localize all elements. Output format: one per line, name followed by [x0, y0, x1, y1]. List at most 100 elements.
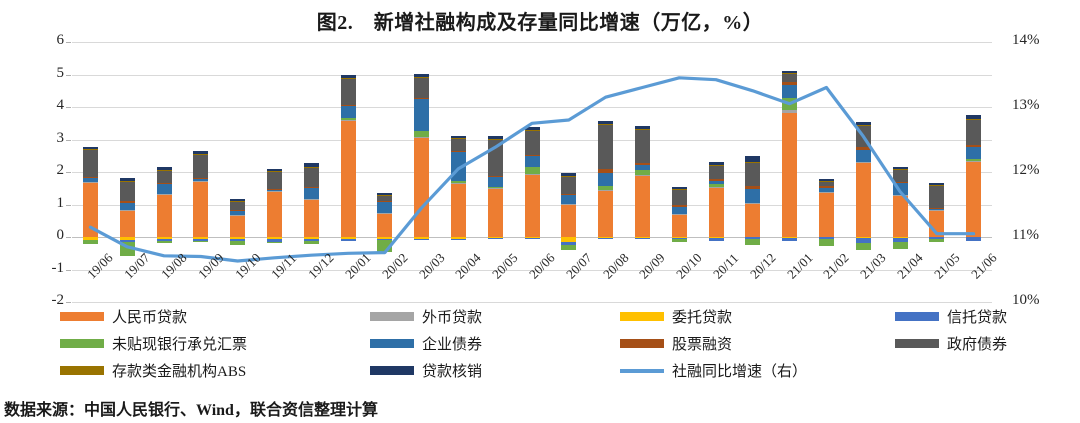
- bar-segment: [82, 177, 98, 179]
- chart-legend: 人民币贷款 外币贷款 委托贷款 信托贷款未贴现银行承兑汇票 企业债券 股票融资 政府债券存款…: [60, 306, 1070, 380]
- page-title: 图2. 新增社融构成及存量同比增速（万亿，%）: [316, 12, 764, 34]
- bar-segment: [892, 169, 908, 171]
- bar-segment: [340, 75, 356, 78]
- bar-segment: [377, 200, 393, 202]
- bar-column: [671, 42, 687, 302]
- legend-label: 存款类金融机构ABS: [112, 364, 247, 380]
- legend-swatch-icon: [620, 312, 664, 321]
- bar-segment: [561, 245, 577, 250]
- bar-segment: [892, 170, 908, 182]
- tick-mark: [66, 172, 71, 173]
- bar-segment: [929, 209, 945, 211]
- legend-item[interactable]: 人民币贷款: [60, 306, 187, 327]
- bar-segment: [708, 161, 724, 165]
- bar-column: [340, 42, 356, 302]
- bar-segment: [266, 239, 282, 242]
- legend-label: 企业债券: [422, 337, 483, 353]
- bar-segment: [487, 237, 503, 238]
- bar-segment: [524, 237, 540, 240]
- bar-segment: [634, 169, 650, 175]
- bar-segment: [561, 173, 577, 176]
- bar-segment: [561, 195, 577, 204]
- source-note: 数据来源：中国人民银行、Wind，联合资信整理计算: [4, 402, 378, 419]
- bar-segment: [708, 165, 724, 179]
- bar-segment: [855, 242, 871, 251]
- bar-segment: [193, 182, 209, 237]
- bar-segment: [156, 183, 172, 185]
- y-axis-tick-left: -1: [51, 259, 65, 276]
- bar-segment: [745, 161, 761, 163]
- bar-segment: [634, 129, 650, 163]
- legend-swatch-icon: [370, 366, 414, 375]
- bar-segment: [377, 239, 393, 252]
- bar-segment: [450, 181, 466, 184]
- tick-mark: [66, 139, 71, 141]
- legend-item[interactable]: 政府债券: [895, 333, 1007, 354]
- bar-segment: [266, 168, 282, 172]
- bar-segment: [855, 125, 871, 127]
- bar-segment: [487, 186, 503, 188]
- legend-item[interactable]: 股票融资: [620, 333, 732, 354]
- legend-item[interactable]: 信托贷款: [895, 306, 1007, 327]
- bar-segment: [193, 177, 209, 179]
- bar-segment: [855, 237, 871, 238]
- bar-segment: [782, 238, 798, 241]
- bar-segment: [230, 210, 246, 216]
- chart-plot-area: [72, 42, 992, 303]
- tick-mark: [66, 42, 71, 43]
- bar-segment: [966, 159, 982, 161]
- legend-item[interactable]: 企业债券: [370, 333, 482, 354]
- bar-segment: [524, 126, 540, 130]
- bar-segment: [708, 187, 724, 237]
- legend-item[interactable]: 贷款核销: [370, 360, 482, 381]
- bar-segment: [156, 238, 172, 241]
- y-axis-tick-right: 11%: [1012, 227, 1039, 243]
- bar-segment: [892, 195, 908, 237]
- bar-segment: [340, 239, 356, 242]
- legend-item[interactable]: 外币贷款: [370, 306, 482, 327]
- legend-item[interactable]: 存款类金融机构ABS: [60, 360, 246, 381]
- bar-segment: [82, 177, 98, 182]
- bar-segment: [193, 181, 209, 183]
- bar-segment: [450, 150, 466, 152]
- bar-segment: [708, 186, 724, 188]
- y-axis-tick-left: -2: [51, 292, 65, 308]
- bar-segment: [156, 184, 172, 195]
- bar-segment: [966, 147, 982, 160]
- bar-segment: [230, 241, 246, 246]
- bar-segment: [745, 202, 761, 204]
- tick-mark: [66, 302, 71, 303]
- bar-segment: [119, 239, 135, 243]
- legend-swatch-icon: [895, 339, 939, 348]
- legend-item[interactable]: 未贴现银行承兑汇票: [60, 333, 247, 354]
- bar-segment: [745, 162, 761, 186]
- bar-segment: [450, 184, 466, 237]
- bar-column: [561, 42, 577, 302]
- bar-segment: [929, 207, 945, 210]
- bar-segment: [708, 178, 724, 182]
- bar-column: [524, 42, 540, 302]
- bar-segment: [193, 151, 209, 154]
- bar-segment: [377, 213, 393, 237]
- bar-segment: [119, 178, 135, 181]
- bar-segment: [450, 138, 466, 140]
- bar-segment: [450, 138, 466, 151]
- legend-swatch-icon: [895, 312, 939, 321]
- bar-segment: [671, 206, 687, 215]
- bar-segment: [818, 238, 834, 247]
- bar-segment: [561, 175, 577, 177]
- bar-segment: [377, 237, 393, 239]
- bar-segment: [119, 180, 135, 182]
- bar-segment: [634, 237, 650, 238]
- bar-segment: [598, 120, 614, 124]
- bar-segment: [598, 185, 614, 191]
- bar-segment: [340, 105, 356, 107]
- bar-segment: [671, 205, 687, 207]
- bar-segment: [524, 166, 540, 174]
- bar-segment: [414, 237, 430, 239]
- legend-item[interactable]: 社融同比增速（右）: [620, 360, 807, 381]
- legend-item[interactable]: 委托贷款: [620, 306, 732, 327]
- bar-segment: [450, 238, 466, 240]
- bar-segment: [82, 149, 98, 151]
- bar-segment: [966, 145, 982, 148]
